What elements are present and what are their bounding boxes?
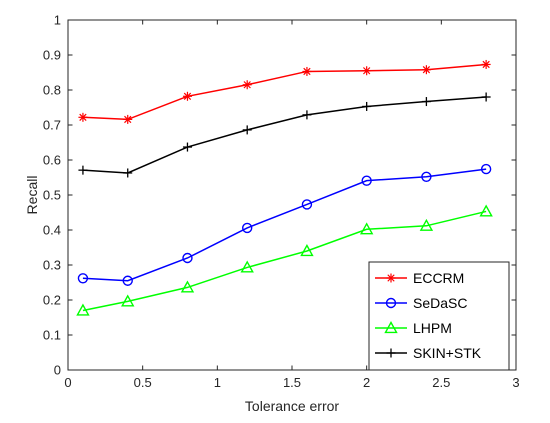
x-axis-label: Tolerance error: [245, 398, 339, 414]
data-point-lhpm-6: [359, 222, 374, 235]
data-point-sedasc-1: [77, 273, 89, 284]
data-point-eccrm-8: [481, 59, 491, 69]
y-tick-label: 0.2: [43, 293, 61, 308]
y-tick-label: 0.6: [43, 153, 61, 168]
legend-label-eccrm: ECCRM: [413, 270, 464, 286]
legend-marker-skin-stk: [386, 348, 396, 358]
data-point-sedasc-5: [301, 199, 313, 210]
y-tick-label: 0.3: [43, 258, 61, 273]
x-tick-label: 3: [512, 375, 519, 390]
axes-layer: 0 0.5 1 1.5 2 2.5 3 0 0.1 0.2 0.3 0.4 0.5 0.6 0.7 0.8 0.…: [43, 13, 520, 391]
data-point-eccrm-6: [362, 66, 372, 76]
data-point-skin-stk-8: [481, 92, 491, 102]
data-point-lhpm-8: [479, 204, 493, 217]
data-point-sedasc-4: [241, 222, 253, 234]
data-point-eccrm-5: [302, 66, 312, 76]
x-tick-label: 1.5: [283, 375, 301, 390]
legend-marker-sedasc: [385, 297, 397, 309]
data-point-eccrm-3: [182, 91, 192, 101]
data-point-sedasc-2: [122, 275, 133, 286]
data-point-eccrm-4: [242, 80, 252, 90]
y-tick-label: 0.8: [43, 83, 61, 98]
legend-item-eccrm: ECCRM: [375, 270, 464, 286]
data-point-eccrm-1: [78, 112, 88, 122]
data-point-sedasc-3: [182, 252, 193, 264]
y-tick-label: 0.1: [43, 328, 61, 343]
x-tick-label: 0.5: [134, 375, 152, 390]
legend-label-skin-stk: SKIN+STK: [413, 345, 482, 361]
data-point-lhpm-4: [240, 260, 254, 273]
legend-label-lhpm: LHPM: [413, 320, 452, 336]
data-point-skin-stk-2: [123, 168, 133, 178]
legend-item-sedasc: SeDaSC: [375, 295, 467, 311]
data-point-lhpm-3: [180, 280, 195, 293]
series-line-eccrm: [82, 63, 487, 121]
x-tick-label: 2: [363, 375, 370, 390]
y-axis-label: Recall: [24, 176, 40, 215]
data-point-lhpm-1: [76, 303, 90, 316]
x-tick-label: 1: [214, 375, 221, 390]
series-layer: [76, 59, 493, 316]
data-point-skin-stk-1: [78, 165, 88, 175]
data-point-lhpm-5: [300, 244, 314, 257]
y-tick-label: 0.7: [43, 118, 61, 133]
y-tick-label: 0.9: [43, 48, 61, 63]
data-point-skin-stk-4: [242, 125, 252, 135]
y-tick-label: 1: [54, 13, 61, 28]
data-point-eccrm-2: [123, 114, 133, 124]
data-point-skin-stk-5: [302, 110, 312, 120]
legend-marker-lhpm: [384, 321, 398, 334]
data-point-skin-stk-6: [362, 101, 372, 111]
series-line-skin-stk: [82, 96, 487, 174]
series-line-sedasc: [82, 168, 487, 282]
data-point-lhpm-2: [121, 294, 135, 307]
data-point-skin-stk-3: [182, 142, 192, 152]
data-point-sedasc-7: [421, 171, 432, 183]
x-tick-label: 0: [64, 375, 71, 390]
data-point-sedasc-8: [480, 163, 492, 175]
x-tick-label: 2.5: [432, 375, 450, 390]
y-tick-label: 0: [54, 363, 61, 378]
y-tick-label: 0.5: [43, 188, 61, 203]
data-point-skin-stk-7: [421, 97, 431, 107]
data-point-sedasc-6: [361, 175, 372, 186]
y-tick-label: 0.4: [43, 223, 61, 238]
legend-marker-eccrm: [386, 273, 396, 283]
data-point-lhpm-7: [419, 218, 434, 231]
legend-label-sedasc: SeDaSC: [413, 295, 467, 311]
legend-item-lhpm: LHPM: [375, 320, 452, 336]
series-line-lhpm: [82, 210, 487, 312]
legend: ECCRM SeDaSC LHPM SKIN+STK: [368, 261, 510, 371]
data-point-eccrm-7: [421, 65, 431, 75]
legend-item-skin-stk: SKIN+STK: [375, 345, 482, 361]
